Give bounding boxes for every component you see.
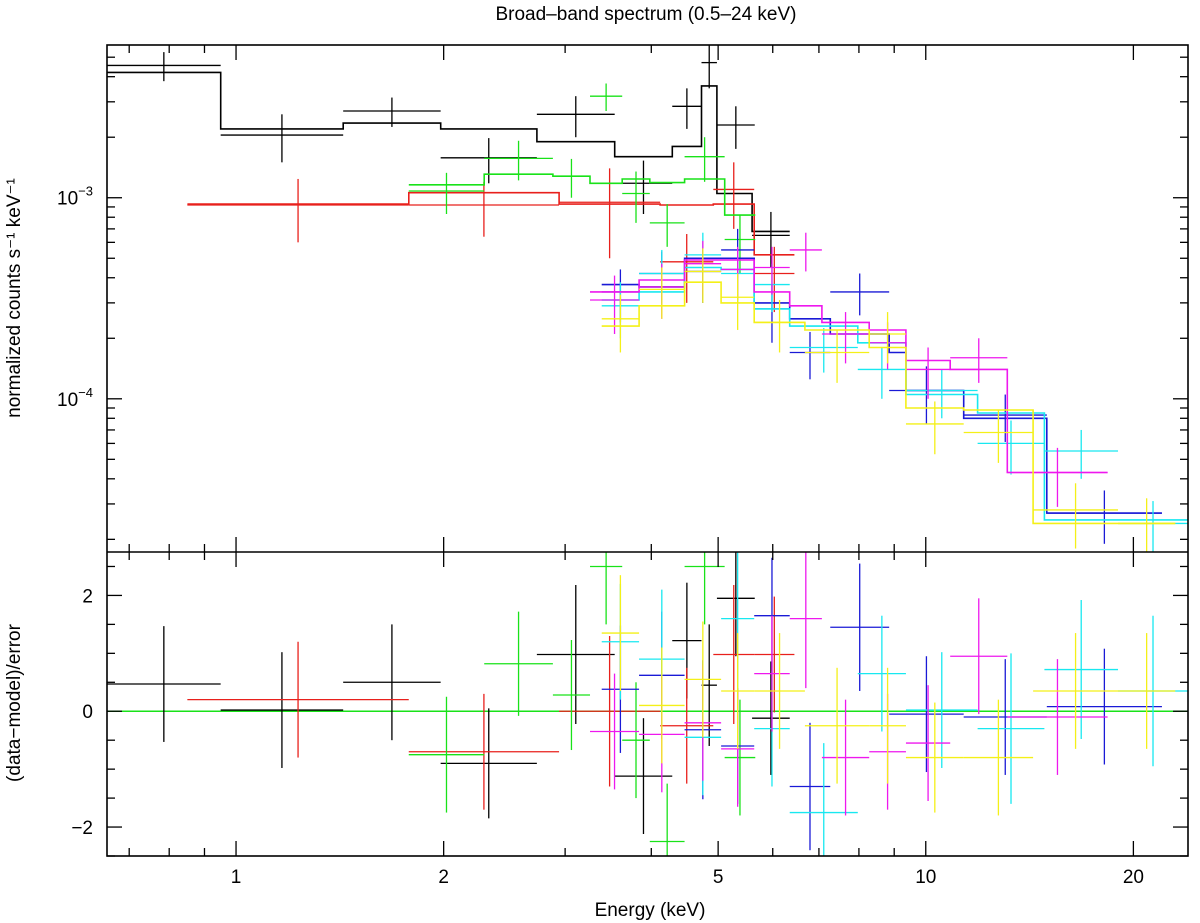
- residuals-green: [408, 552, 756, 856]
- y-tick-label: 10−3: [57, 184, 93, 210]
- series-yellow: [601, 248, 1176, 552]
- outer-frame: [106, 44, 1189, 857]
- residual-tick-label: 2: [82, 586, 93, 607]
- residual-tick-label: −2: [71, 818, 93, 839]
- bottom-y-axis-label: (data−model)/error: [4, 623, 25, 782]
- model-magenta: [590, 259, 1108, 474]
- series-red: [187, 162, 795, 313]
- x-tick-label: 5: [713, 867, 724, 888]
- residuals-red: [187, 585, 795, 810]
- residuals-cyan: [601, 552, 1188, 856]
- chart-title: Broad–band spectrum (0.5–24 keV): [495, 4, 796, 25]
- y-tick-label: 10−4: [57, 385, 93, 411]
- residuals-yellow: [601, 575, 1176, 816]
- top-panel: [107, 45, 1188, 552]
- x-tick-label: 1: [231, 867, 242, 888]
- x-tick-label: 20: [1123, 867, 1144, 888]
- model-yellow: [601, 281, 1176, 525]
- model-green: [408, 173, 756, 216]
- top-y-axis-label: normalized counts s⁻¹ keV⁻¹: [4, 178, 25, 418]
- x-tick-label: 10: [915, 867, 936, 888]
- model-cyan: [601, 266, 1188, 521]
- model-red: [187, 191, 795, 256]
- x-axis-label: Energy (keV): [595, 900, 706, 921]
- x-tick-label: 2: [438, 867, 449, 888]
- model-black: [107, 71, 790, 233]
- residual-tick-label: 0: [82, 702, 93, 723]
- series-green: [408, 83, 756, 274]
- residual-panel: [107, 552, 1188, 856]
- series-cyan: [601, 232, 1188, 552]
- series-black: [107, 45, 790, 268]
